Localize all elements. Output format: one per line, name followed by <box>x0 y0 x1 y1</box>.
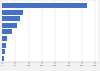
Bar <box>2 23 17 28</box>
Bar <box>2 36 7 41</box>
Bar <box>2 29 12 34</box>
Bar <box>2 49 5 54</box>
Bar <box>2 10 23 15</box>
Bar <box>2 16 20 21</box>
Bar <box>2 56 4 61</box>
Bar <box>2 3 87 8</box>
Bar <box>2 43 6 48</box>
